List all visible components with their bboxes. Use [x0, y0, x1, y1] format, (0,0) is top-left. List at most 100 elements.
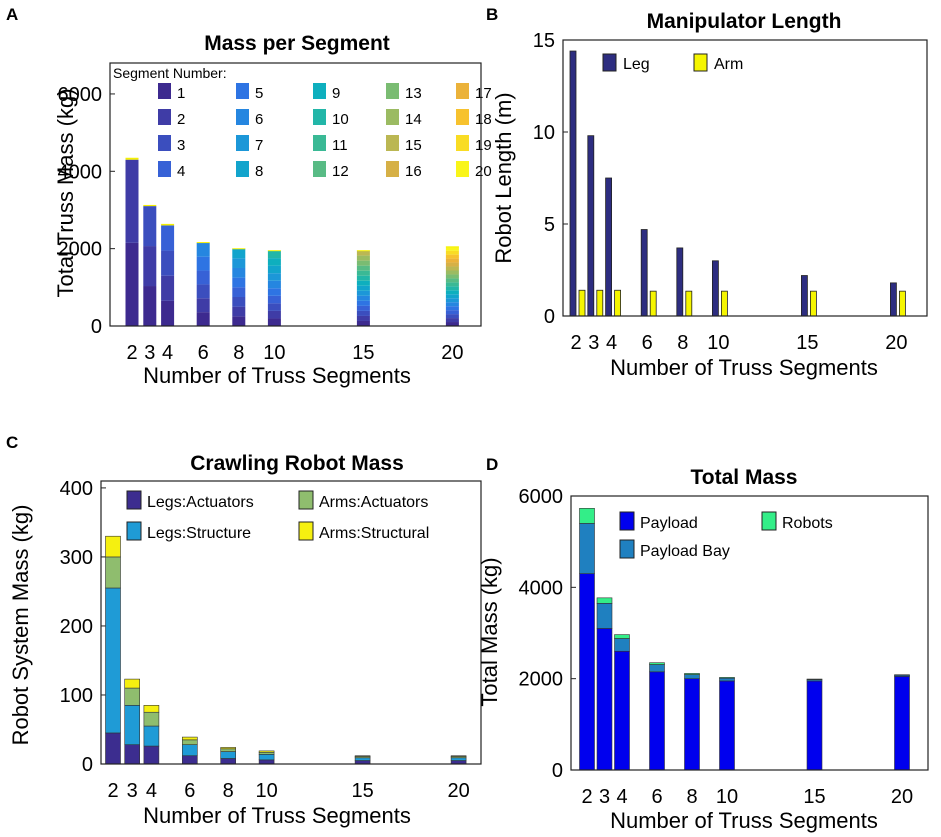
panel-a-bar-segment	[267, 258, 281, 266]
panel-a-legend-swatch	[236, 161, 249, 177]
panel-a-bar-segment	[143, 286, 157, 326]
panel-letter-d: D	[486, 455, 498, 474]
panel-c-bar-segment	[143, 705, 160, 713]
panel-a-ytick-label: 6000	[58, 84, 103, 106]
panel-a-bar-segment	[356, 280, 370, 286]
panel-c-bar-segment	[124, 705, 140, 745]
panel-a-legend-swatch	[158, 161, 171, 177]
panel-a-legend-label: 11	[332, 137, 348, 154]
panel-a-legend-swatch	[236, 135, 249, 151]
panel-c-bar-segment	[124, 744, 140, 765]
panel-b-bar-arm	[899, 290, 906, 317]
panel-a-bar-segment	[445, 322, 459, 326]
panel-a-bar-segment	[267, 318, 281, 326]
panel-d-legend-label: Payload Bay	[640, 543, 730, 560]
panel-d-ytick-label: 6000	[519, 486, 564, 508]
panel-b-bar-arm	[614, 289, 621, 317]
panel-c-bar-segment	[182, 739, 198, 745]
panel-a-legend-swatch	[313, 135, 326, 151]
panel-b-bar-leg	[890, 282, 897, 317]
panel-a-bar-segment	[445, 286, 459, 291]
panel-d-yticks: 0 2000 4000 6000	[519, 486, 576, 782]
panel-b-xtick-label: 20	[885, 332, 907, 354]
panel-a-legend-swatch	[456, 83, 469, 99]
panel-a-bar-segment	[356, 290, 370, 296]
panel-d-title: Total Mass	[691, 466, 798, 489]
panel-b-legend: Leg Arm	[602, 53, 743, 73]
panel-c-legend-swatch	[298, 521, 314, 541]
panel-a-legend-label: 4	[177, 163, 185, 180]
panel-b-bar-leg	[801, 275, 808, 317]
panel-a-ylabel: Total Truss Mass (kg)	[53, 88, 78, 297]
panel-d-ytick-label: 4000	[519, 577, 564, 599]
panel-d-bar-segment	[596, 603, 613, 629]
panel-a-bar-segment	[196, 284, 210, 299]
panel-b-ytick-label: 10	[533, 122, 555, 144]
panel-a-legend-title: Segment Number:	[113, 65, 227, 81]
panel-d-bar-segment	[649, 662, 665, 665]
panel-a-bar-segment	[356, 275, 370, 281]
panel-a-legend-swatch	[386, 135, 399, 151]
panel-d-ytick-label: 2000	[519, 669, 564, 691]
panel-b-legend-swatch	[693, 53, 708, 72]
panel-a-bar-segment	[267, 273, 281, 281]
panel-a-bar-segment	[232, 296, 246, 307]
panel-a-bar-segment	[445, 282, 459, 287]
panel-a-bar-cap	[125, 157, 139, 160]
panel-b-xlabel: Number of Truss Segments	[610, 355, 878, 380]
panel-a-bar-segment	[356, 255, 370, 261]
panel-d-bar-segment	[614, 634, 630, 639]
panel-c-xtick-label: 8	[223, 780, 234, 802]
panel-d-bar-segment	[684, 673, 700, 675]
panel-d-bar-segment	[684, 674, 700, 679]
panel-d-xtick-label: 4	[616, 786, 627, 808]
panel-b-bar-leg	[587, 135, 595, 317]
panel-a-legend-swatch	[236, 109, 249, 125]
panel-a-bar-segment	[196, 312, 210, 326]
panel-a-bar-segment	[356, 285, 370, 291]
panel-b-ylabel: Robot Length (m)	[491, 92, 516, 263]
panel-a-bar-segment	[445, 258, 459, 263]
panel-c-bars	[105, 535, 467, 765]
panel-a-legend-label: 20	[475, 163, 492, 180]
panel-b-bar-arm	[578, 289, 586, 317]
panel-d-xtick-label: 3	[599, 786, 610, 808]
panel-a: A Mass per Segment Total Truss Mass (kg)…	[6, 5, 492, 388]
panel-c-xtick-label: 3	[127, 780, 138, 802]
panel-c-bar-segment	[182, 755, 198, 765]
panel-d-bar-segment	[579, 573, 595, 771]
panel-a-bar-segment	[125, 159, 139, 243]
panel-b-xticks: 2 3 4 6 8 10 15 20	[570, 332, 907, 354]
panel-c-axes-box	[100, 480, 482, 765]
panel-c-yticks: 0 100 200 300 400	[60, 478, 106, 776]
panel-b-bars	[569, 50, 906, 317]
panel-d-legend-swatch	[619, 539, 635, 559]
panel-a-bar-segment	[267, 288, 281, 296]
panel-a-bar-segment	[445, 290, 459, 295]
panel-c-ytick-label: 0	[82, 754, 93, 776]
panel-c-xtick-label: 6	[184, 780, 195, 802]
panel-a-axes-box	[109, 62, 482, 327]
panel-a-bar-segment	[445, 302, 459, 307]
panel-b-axes-box	[562, 39, 928, 317]
panel-a-bar-segment	[445, 306, 459, 311]
panel-c-xtick-label: 4	[146, 780, 157, 802]
panel-d-bar-segment	[894, 676, 910, 771]
panel-a-legend-label: 13	[405, 85, 422, 102]
panel-c-legend-label: Legs:Structure	[147, 525, 251, 542]
panel-a-bar-segment	[356, 260, 370, 266]
panel-a-bar-segment	[356, 270, 370, 276]
panel-d-bar-segment	[596, 628, 613, 771]
panel-a-bar-segment	[196, 256, 210, 271]
panel-c-bar-segment	[354, 755, 371, 757]
panel-b-bar-arm	[596, 289, 604, 317]
panel-b-ytick-label: 5	[544, 214, 555, 236]
panel-c-bar-segment	[143, 745, 160, 765]
panel-c-bar-segment	[258, 750, 275, 753]
panel-a-bar-segment	[445, 250, 459, 255]
panel-b-xtick-label: 10	[707, 332, 729, 354]
panel-a-ytick-label: 2000	[58, 239, 103, 261]
panel-a-legend-label: 18	[475, 111, 492, 128]
panel-a-bar-segment	[356, 295, 370, 301]
